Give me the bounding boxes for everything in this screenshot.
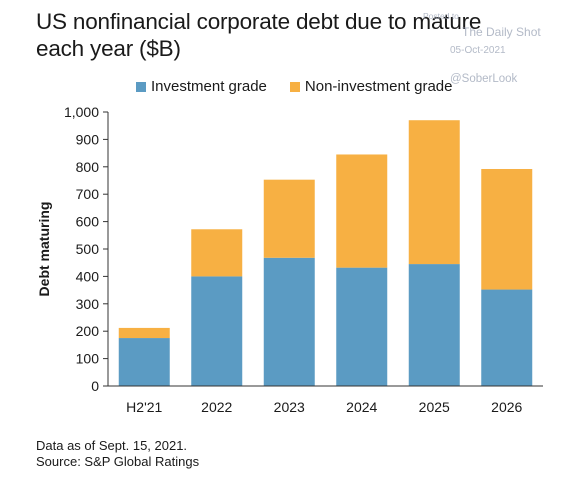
watermark-date: 05-Oct-2021: [450, 45, 506, 56]
bar-investment-grade: [191, 276, 243, 386]
x-tick-label: 2022: [201, 399, 232, 415]
y-tick-label: 300: [76, 296, 100, 312]
legend-label-investment-grade: Investment grade: [151, 78, 267, 95]
bar-non-investment-grade: [481, 168, 533, 290]
y-axis-title: Debt maturing: [36, 202, 52, 297]
y-tick-label: 700: [76, 186, 100, 202]
y-tick-label: 0: [91, 378, 99, 394]
y-tick-label: 100: [76, 351, 100, 367]
x-tick-label: 2025: [419, 399, 450, 415]
legend-item-investment-grade: Investment grade: [136, 78, 267, 95]
legend-swatch-non-investment-grade: [289, 81, 300, 92]
bar-non-investment-grade: [263, 179, 315, 258]
x-tick-label: H2'21: [126, 399, 162, 415]
x-tick-label: 2026: [491, 399, 522, 415]
bar-investment-grade: [118, 338, 170, 386]
footnote-source: Source: S&P Global Ratings: [36, 454, 200, 469]
watermark-handle: @SoberLook: [450, 73, 518, 85]
bar-non-investment-grade: [408, 120, 460, 265]
x-tick-label: 2024: [346, 399, 377, 415]
x-tick-label: 2023: [274, 399, 305, 415]
y-tick-label: 500: [76, 241, 100, 257]
bar-investment-grade: [263, 257, 315, 386]
y-tick-label: 900: [76, 131, 100, 147]
watermark-name: The Daily Shot: [462, 25, 541, 39]
watermark-posted: Posted to: [423, 11, 459, 21]
footnote-data-date: Data as of Sept. 15, 2021.: [36, 438, 188, 453]
legend-label-non-investment-grade: Non-investment grade: [304, 78, 453, 95]
legend-swatch-investment-grade: [136, 81, 146, 92]
legend: Investment grade Non-investment grade: [136, 78, 475, 95]
y-tick-label: 400: [76, 268, 100, 284]
y-tick-label: 1,000: [64, 104, 99, 120]
bar-investment-grade: [408, 264, 460, 386]
bar-investment-grade: [481, 289, 533, 386]
bar-investment-grade: [336, 267, 388, 386]
legend-item-non-investment-grade: Non-investment grade: [289, 78, 453, 95]
bar-non-investment-grade: [118, 327, 170, 339]
bar-non-investment-grade: [191, 229, 243, 277]
y-tick-label: 600: [76, 214, 100, 230]
y-tick-label: 800: [76, 159, 100, 175]
bar-non-investment-grade: [336, 154, 388, 268]
footnote: Data as of Sept. 15, 2021. Source: S&P G…: [36, 438, 199, 470]
y-tick-label: 200: [76, 323, 100, 339]
chart-title: US nonfinancial corporate debt due to ma…: [36, 9, 482, 61]
